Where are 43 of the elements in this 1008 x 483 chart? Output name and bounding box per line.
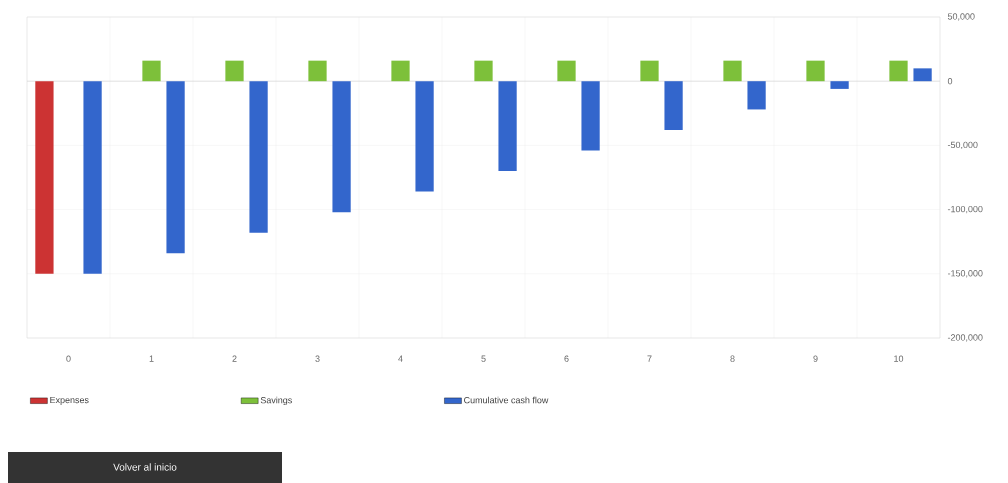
y-tick-label: -150,000: [947, 270, 983, 278]
text: Volver al inicio: [113, 463, 177, 471]
bar: [747, 81, 766, 110]
x-tick-label: 4: [398, 355, 403, 362]
bar: [806, 60, 825, 82]
bar: [415, 81, 434, 192]
bar: [391, 60, 410, 82]
x-tick-label: 2: [232, 355, 237, 362]
x-tick-label: 3: [315, 355, 320, 362]
bar: [225, 60, 244, 82]
x-tick-label: 10: [894, 355, 904, 362]
legend-label: Expenses: [50, 396, 89, 405]
bar: [83, 81, 102, 274]
x-tick-label: 0: [66, 355, 71, 362]
legend-label: Cumulative cash flow: [464, 396, 549, 404]
bar: [889, 60, 908, 82]
y-tick-label: -200,000: [947, 334, 983, 342]
x-tick-label: 1: [149, 355, 154, 362]
bar: [35, 81, 54, 274]
y-tick-label: -100,000: [947, 205, 983, 214]
bar: [249, 81, 268, 233]
x-tick-label: 6: [564, 355, 569, 362]
y-tick-label: 0: [947, 78, 953, 85]
bar: [913, 68, 932, 82]
y-tick-label: 50,000: [947, 13, 975, 21]
bar: [830, 81, 849, 89]
x-tick-label: 8: [730, 355, 735, 362]
x-tick-label: 9: [813, 355, 818, 362]
bar: [557, 60, 576, 82]
bar: [308, 60, 327, 82]
x-tick-label: 7: [647, 355, 652, 362]
bar: [581, 81, 600, 151]
bar: [664, 81, 683, 130]
bar: [166, 81, 185, 254]
bar: [640, 60, 659, 82]
bar: [498, 81, 517, 172]
bar: [142, 60, 161, 82]
x-tick-label: 5: [481, 355, 486, 362]
y-tick-label: -50,000: [947, 141, 978, 150]
bar: [723, 60, 742, 82]
bar: [474, 60, 493, 82]
legend-label: Savings: [260, 396, 292, 406]
bar: [332, 81, 351, 213]
